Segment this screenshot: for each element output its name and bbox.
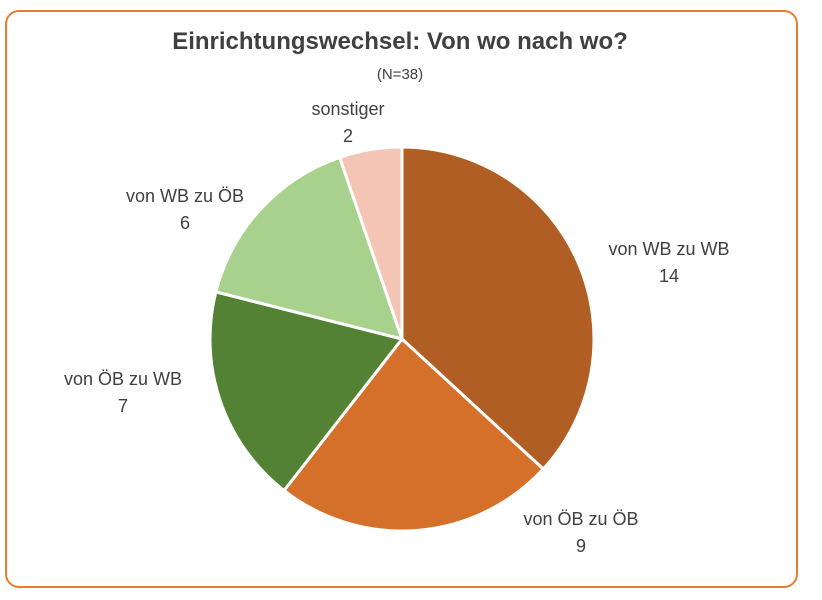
- pie-slice-2: [208, 290, 404, 493]
- slice-label-value: 7: [117, 396, 128, 416]
- chart-title: Einrichtungswechsel: Von wo nach wo?: [172, 28, 628, 55]
- slice-label-name: von ÖB zu WB: [63, 369, 183, 389]
- slice-label-wb-oeb: von WB zu ÖB 6: [114, 183, 256, 237]
- slice-label-sonstiger: sonstiger 2: [288, 96, 408, 150]
- slice-label-name: sonstiger: [311, 99, 385, 119]
- slice-label-name: von WB zu WB: [608, 239, 730, 259]
- slice-label-name: von ÖB zu ÖB: [523, 509, 639, 529]
- slice-label-oeb-wb: von ÖB zu WB 7: [52, 366, 194, 420]
- slice-label-wb-wb: von WB zu WB 14: [598, 236, 740, 290]
- chart-subtitle: (N=38): [376, 66, 424, 83]
- slice-label-value: 14: [658, 266, 680, 286]
- slice-label-name: von WB zu ÖB: [125, 186, 245, 206]
- pie-slice-3: [214, 155, 404, 341]
- pie-slice-4: [338, 145, 404, 341]
- slice-label-value: 2: [342, 126, 353, 146]
- slice-label-value: 6: [179, 213, 190, 233]
- slice-label-value: 9: [575, 536, 586, 556]
- pie-slice-1: [282, 337, 545, 533]
- slice-label-oeb-oeb: von ÖB zu ÖB 9: [510, 506, 652, 560]
- pie-slice-0: [400, 145, 596, 471]
